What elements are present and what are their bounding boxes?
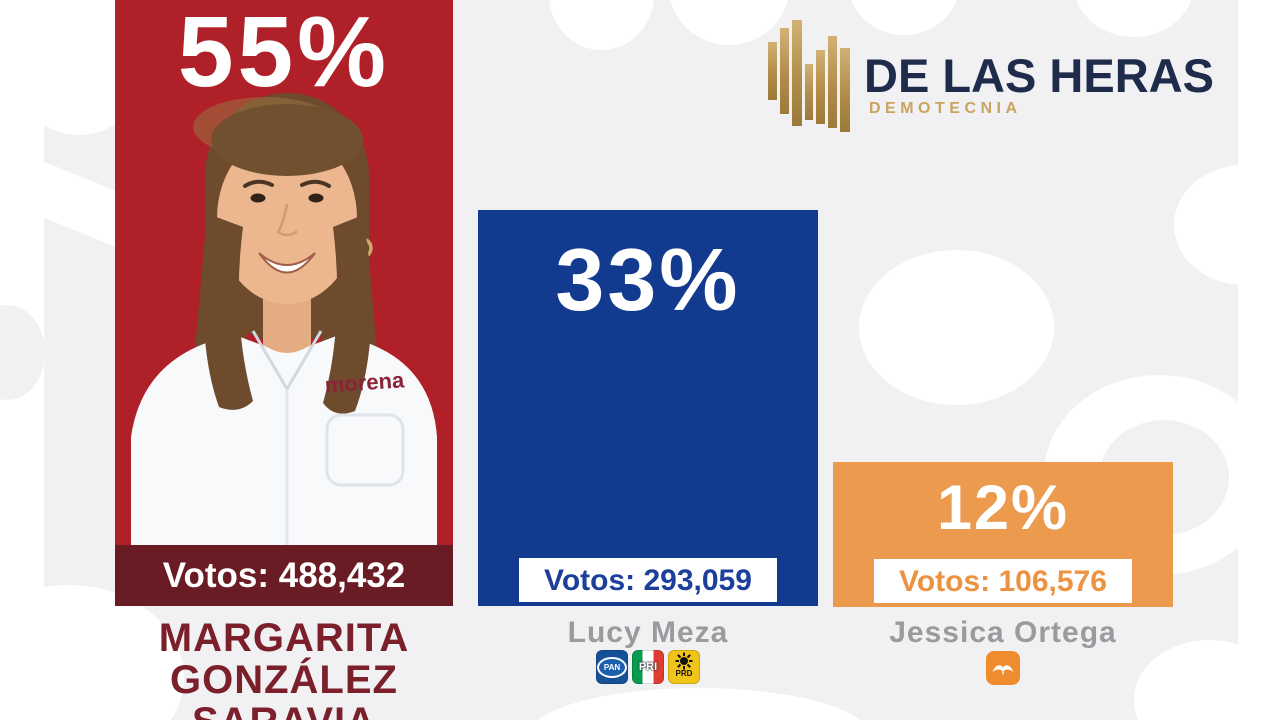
prd-label: PRD (675, 669, 693, 678)
votes-margarita: Votos: 488,432 (115, 545, 453, 606)
pan-label: PAN (603, 662, 621, 672)
mc-eagle-icon (992, 665, 1014, 676)
de-las-heras-logo-mark (768, 20, 860, 132)
pan-logo: PAN (596, 650, 628, 684)
bg-blob (549, 0, 654, 50)
party-logos-lucy: PAN PRI PRD (478, 650, 818, 684)
name-line: GONZÁLEZ (170, 658, 398, 702)
name-line: SARAVIA (115, 701, 453, 720)
prd-sun-icon (675, 652, 693, 670)
prd-logo: PRD (668, 650, 700, 684)
brand-header: DE LAS HERAS DEMOTECNIA (768, 16, 1238, 136)
brand-name: DE LAS HERAS (864, 49, 1214, 102)
bg-blob-gray (0, 305, 45, 400)
votes-lucy: Votos: 293,059 (519, 558, 777, 602)
votes-jessica: Votos: 106,576 (874, 559, 1132, 603)
party-logo-jessica (833, 651, 1173, 685)
brand-tagline: DEMOTECNIA (869, 100, 1022, 117)
pri-logo: PRI (632, 650, 664, 684)
pri-label: PRI (638, 661, 658, 673)
mc-logo (986, 651, 1020, 685)
bg-blob (529, 688, 869, 720)
percent-margarita: 55% (177, 0, 391, 108)
bg-blob (859, 250, 1054, 405)
morena-label: morena (324, 367, 406, 398)
bar-lucy: 33% Votos: 293,059 (478, 210, 818, 606)
bar-jessica: 12% Votos: 106,576 (833, 462, 1173, 607)
candidate-name-lucy: Lucy Meza (567, 616, 729, 649)
name-line: MARGARITA (158, 616, 410, 660)
percent-jessica: 12% (936, 473, 1070, 543)
candidate-photo-margarita: morena (131, 93, 437, 545)
bg-blob (1174, 165, 1238, 285)
candidate-name-margarita: MARGARITA GONZÁLEZ SARAVIA (115, 617, 453, 720)
candidate-name-jessica: Jessica Ortega (889, 616, 1117, 649)
percent-lucy: 33% (555, 230, 741, 329)
bar-margarita: 55% (115, 0, 453, 606)
